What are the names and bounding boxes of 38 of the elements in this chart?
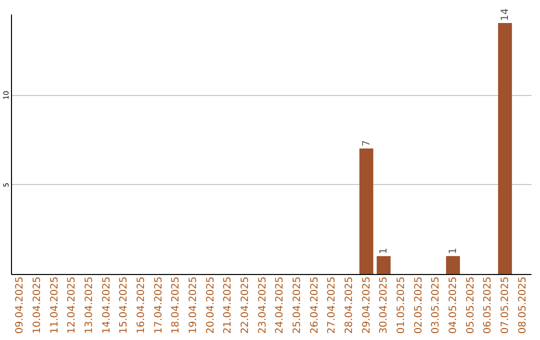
x-tick-label: 12.04.2025	[66, 276, 78, 334]
x-tick-label: 05.05.2025	[465, 276, 476, 334]
x-tick-label: 27.04.2025	[326, 276, 338, 334]
x-tick-label: 08.05.2025	[517, 276, 528, 334]
x-tick-label: 22.04.2025	[240, 276, 251, 334]
x-tick-label: 02.05.2025	[413, 276, 424, 334]
x-tick-label: 24.04.2025	[274, 276, 286, 334]
x-tick-label: 17.04.2025	[153, 276, 164, 334]
x-tick-label: 30.04.2025	[378, 276, 390, 334]
x-tick-label: 10.04.2025	[32, 276, 43, 334]
x-tick-label: 14.04.2025	[101, 276, 112, 334]
x-tick-label: 23.04.2025	[257, 276, 268, 334]
bar	[446, 256, 460, 274]
bar	[359, 148, 374, 274]
data-label: 1	[448, 248, 459, 254]
x-tick-label: 03.05.2025	[430, 276, 442, 334]
data-label: 7	[361, 140, 372, 146]
x-tick-label: 26.04.2025	[309, 276, 320, 334]
data-label: 14	[500, 8, 511, 21]
x-tick-label: 20.04.2025	[205, 276, 216, 334]
x-tick-label: 06.05.2025	[482, 276, 494, 334]
x-tick-label: 01.05.2025	[396, 276, 407, 334]
x-tick-label: 21.04.2025	[222, 276, 234, 334]
x-tick-label: 04.05.2025	[448, 276, 459, 334]
x-tick-label: 11.04.2025	[49, 276, 60, 334]
x-tick-label: 13.04.2025	[84, 276, 95, 334]
x-tick-label: 29.04.2025	[361, 276, 372, 334]
bar	[376, 256, 391, 274]
x-tick-label: 25.04.2025	[292, 276, 303, 334]
x-tick-label: 09.04.2025	[14, 276, 26, 334]
x-tick-label: 18.04.2025	[170, 276, 182, 334]
x-tick-label: 19.04.2025	[188, 276, 199, 334]
bar	[498, 22, 512, 274]
x-tick-label: 16.04.2025	[136, 276, 147, 334]
data-label: 1	[378, 248, 390, 254]
x-tick-label: 07.05.2025	[500, 276, 511, 334]
x-tick-label: 28.04.2025	[344, 276, 355, 334]
x-tick-label: 15.04.2025	[118, 276, 130, 334]
